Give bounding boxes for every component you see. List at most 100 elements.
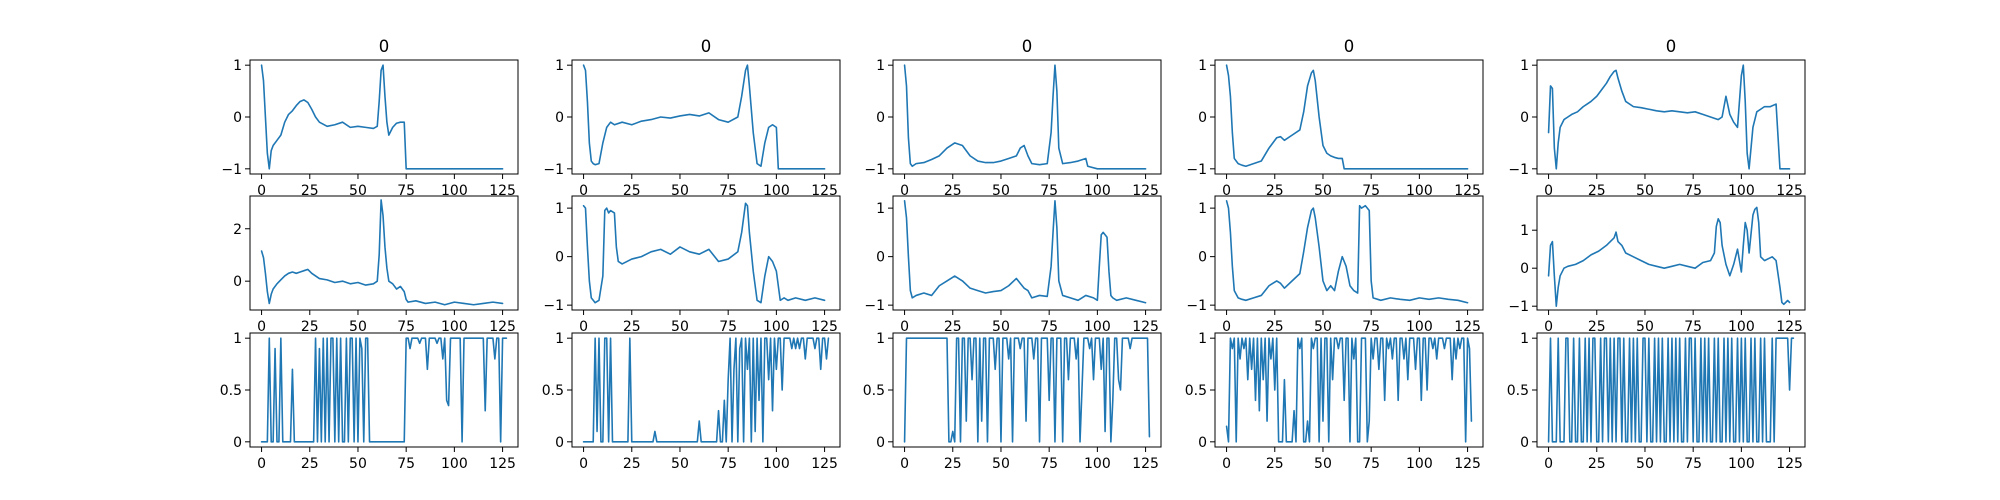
subplot-2-4: 0 25 50 75 100 125 0 0.5 1 <box>1507 331 1806 472</box>
subplot-1-4: 0 25 50 75 100 125 −1 0 1 <box>1508 195 1806 335</box>
series-line <box>903 337 1151 443</box>
x-tick-label: 100 <box>1728 319 1755 335</box>
axes-frame <box>1214 195 1484 311</box>
x-tick-label: 25 <box>1588 456 1606 472</box>
x-tick-label: 100 <box>441 456 468 472</box>
y-tick-label: −1 <box>864 298 885 314</box>
x-tick-label: 50 <box>1636 319 1654 335</box>
series-line <box>1547 64 1791 170</box>
x-tick-label: 125 <box>489 456 516 472</box>
series-line <box>260 64 504 170</box>
x-tick-label: 25 <box>1266 319 1284 335</box>
x-tick-label: 50 <box>1314 183 1332 199</box>
y-tick-label: 1 <box>1520 331 1529 347</box>
axes-frame <box>1214 59 1484 175</box>
subplot-1-2: 0 25 50 75 100 125 −1 0 1 <box>864 195 1162 335</box>
x-tick-label: 125 <box>1454 183 1481 199</box>
x-tick-label: 50 <box>992 319 1010 335</box>
y-tick-label: 0 <box>1198 250 1207 266</box>
x-tick-label: 75 <box>397 183 415 199</box>
y-tick-label: 1 <box>555 201 564 217</box>
x-tick-label: 50 <box>671 319 689 335</box>
x-tick-label: 50 <box>992 183 1010 199</box>
y-tick-label: −1 <box>543 162 564 178</box>
y-tick-label: 1 <box>1198 201 1207 217</box>
x-tick-label: 75 <box>1684 183 1702 199</box>
x-tick-label: 25 <box>1266 183 1284 199</box>
x-tick-label: 50 <box>349 183 367 199</box>
series-line <box>582 337 830 443</box>
y-tick-label: −1 <box>1186 298 1207 314</box>
x-tick-label: 125 <box>1132 183 1159 199</box>
x-tick-label: 75 <box>397 319 415 335</box>
x-tick-label: 75 <box>1040 319 1058 335</box>
subplot-title: 0 <box>701 37 712 56</box>
y-tick-label: −1 <box>221 162 242 178</box>
series-line <box>582 64 826 170</box>
y-tick-label: 1 <box>555 331 564 347</box>
y-tick-label: 0 <box>876 435 885 451</box>
y-tick-label: 0 <box>233 435 242 451</box>
x-tick-label: 25 <box>1588 183 1606 199</box>
y-tick-label: 0 <box>555 110 564 126</box>
x-tick-label: 0 <box>579 183 588 199</box>
series-line <box>260 199 504 306</box>
subplot-1-0: 0 25 50 75 100 125 0 2 <box>233 195 519 335</box>
y-tick-label: −1 <box>1508 162 1529 178</box>
y-tick-label: 0 <box>876 110 885 126</box>
subplot-0-3: 0 25 50 75 100 125 −1 0 1 0 <box>1186 37 1484 199</box>
subplot-1-3: 0 25 50 75 100 125 −1 0 1 <box>1186 195 1484 335</box>
x-tick-label: 125 <box>489 319 516 335</box>
y-tick-label: 0.5 <box>1185 383 1207 399</box>
x-tick-label: 50 <box>349 456 367 472</box>
x-tick-label: 125 <box>1454 456 1481 472</box>
x-tick-label: 0 <box>900 183 909 199</box>
x-tick-label: 75 <box>1362 319 1380 335</box>
x-tick-label: 0 <box>900 319 909 335</box>
y-tick-label: 0 <box>876 250 885 266</box>
subplot-0-4: 0 25 50 75 100 125 −1 0 1 0 <box>1508 37 1806 199</box>
y-tick-label: 1 <box>1198 58 1207 74</box>
y-tick-label: 1 <box>1520 223 1529 239</box>
x-tick-label: 25 <box>623 456 641 472</box>
axes-frame <box>892 195 1162 311</box>
x-tick-label: 100 <box>441 183 468 199</box>
axes-frame <box>892 59 1162 175</box>
x-tick-label: 75 <box>1040 183 1058 199</box>
x-tick-label: 100 <box>441 319 468 335</box>
x-tick-label: 125 <box>811 319 838 335</box>
y-tick-label: −1 <box>864 162 885 178</box>
series-line <box>903 200 1147 304</box>
y-tick-label: 1 <box>233 58 242 74</box>
x-tick-label: 0 <box>1544 319 1553 335</box>
y-tick-label: 0 <box>1198 435 1207 451</box>
y-tick-label: 0 <box>1520 261 1529 277</box>
x-tick-label: 0 <box>257 456 266 472</box>
x-tick-label: 100 <box>763 319 790 335</box>
y-tick-label: 0.5 <box>542 383 564 399</box>
axes-frame <box>249 195 519 311</box>
x-tick-label: 0 <box>579 456 588 472</box>
x-tick-label: 25 <box>301 319 319 335</box>
x-tick-label: 25 <box>301 183 319 199</box>
y-tick-label: 0.5 <box>1507 383 1529 399</box>
x-tick-label: 100 <box>1084 183 1111 199</box>
x-tick-label: 50 <box>1314 319 1332 335</box>
y-tick-label: 1 <box>1520 58 1529 74</box>
subplot-title: 0 <box>1666 37 1677 56</box>
axes-frame <box>1536 195 1806 311</box>
series-line <box>1225 200 1469 304</box>
x-tick-label: 125 <box>1776 456 1803 472</box>
subplot-0-2: 0 25 50 75 100 125 −1 0 1 0 <box>864 37 1162 199</box>
y-tick-label: 0 <box>233 110 242 126</box>
x-tick-label: 125 <box>1776 319 1803 335</box>
y-tick-label: 1 <box>555 58 564 74</box>
subplot-2-1: 0 25 50 75 100 125 0 0.5 1 <box>542 331 841 472</box>
subplot-2-2: 0 25 50 75 100 125 0 0.5 1 <box>863 331 1162 472</box>
y-tick-label: 1 <box>876 331 885 347</box>
y-tick-label: −1 <box>1508 299 1529 315</box>
x-tick-label: 25 <box>623 183 641 199</box>
x-tick-label: 125 <box>1454 319 1481 335</box>
series-line <box>1547 206 1791 307</box>
